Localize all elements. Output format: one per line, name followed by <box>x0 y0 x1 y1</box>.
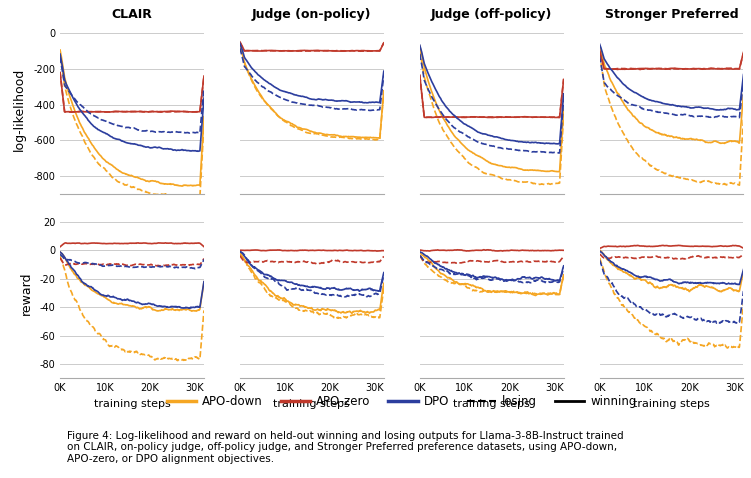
Title: Stronger Preferred: Stronger Preferred <box>605 8 738 22</box>
Title: Judge (on-policy): Judge (on-policy) <box>252 8 372 22</box>
Title: CLAIR: CLAIR <box>112 8 152 22</box>
Text: Figure 4: Log-likelihood and reward on held-out winning and losing outputs for L: Figure 4: Log-likelihood and reward on h… <box>67 431 623 464</box>
Legend: APO-down, APO-zero, DPO, losing, winning: APO-down, APO-zero, DPO, losing, winning <box>162 390 641 413</box>
X-axis label: training steps: training steps <box>633 399 710 409</box>
Y-axis label: reward: reward <box>20 272 32 315</box>
X-axis label: training steps: training steps <box>94 399 170 409</box>
X-axis label: training steps: training steps <box>273 399 350 409</box>
X-axis label: training steps: training steps <box>454 399 530 409</box>
Title: Judge (off-policy): Judge (off-policy) <box>431 8 553 22</box>
Y-axis label: log-likelihood: log-likelihood <box>14 67 26 151</box>
